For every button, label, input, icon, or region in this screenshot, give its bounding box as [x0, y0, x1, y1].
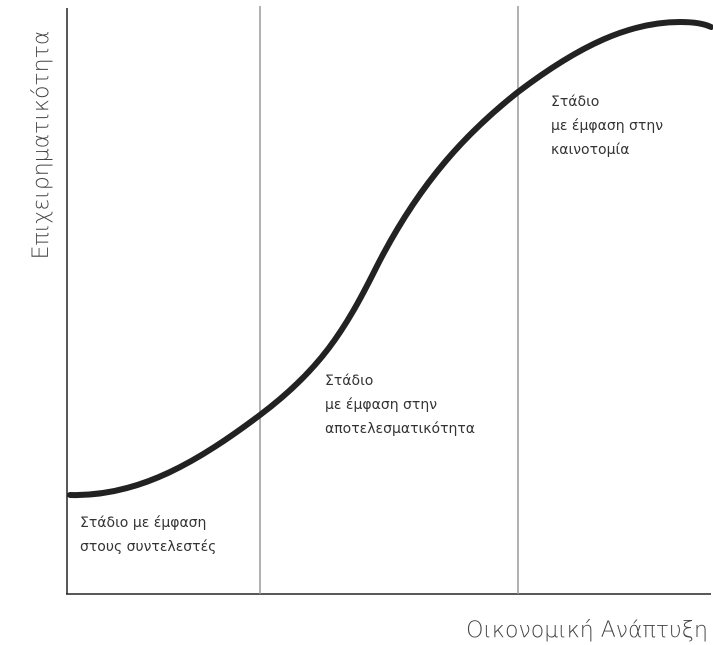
stage-label-line: καινοτομία: [551, 142, 629, 158]
y-axis-label: Επιχειρηματικότητα: [29, 31, 54, 260]
stage-label-line: με έμφαση στην: [551, 118, 663, 134]
s-curve: [67, 18, 713, 499]
stage-label-line: στους συντελεστές: [80, 539, 216, 555]
stage-label-line: Στάδιο: [325, 373, 373, 389]
stage-labels: Στάδιο με έμφαση στους συντελεστές Στάδιο μ…: [80, 94, 663, 555]
stage-label-line: Στάδιο: [551, 94, 599, 110]
stage-label-line: αποτελεσματικότητα: [325, 421, 475, 437]
x-axis-label: Οικονομική Ανάπτυξη: [466, 618, 708, 643]
stage-label-line: με έμφαση στην: [325, 397, 437, 413]
stage-label-line: Στάδιο με έμφαση: [80, 515, 206, 531]
